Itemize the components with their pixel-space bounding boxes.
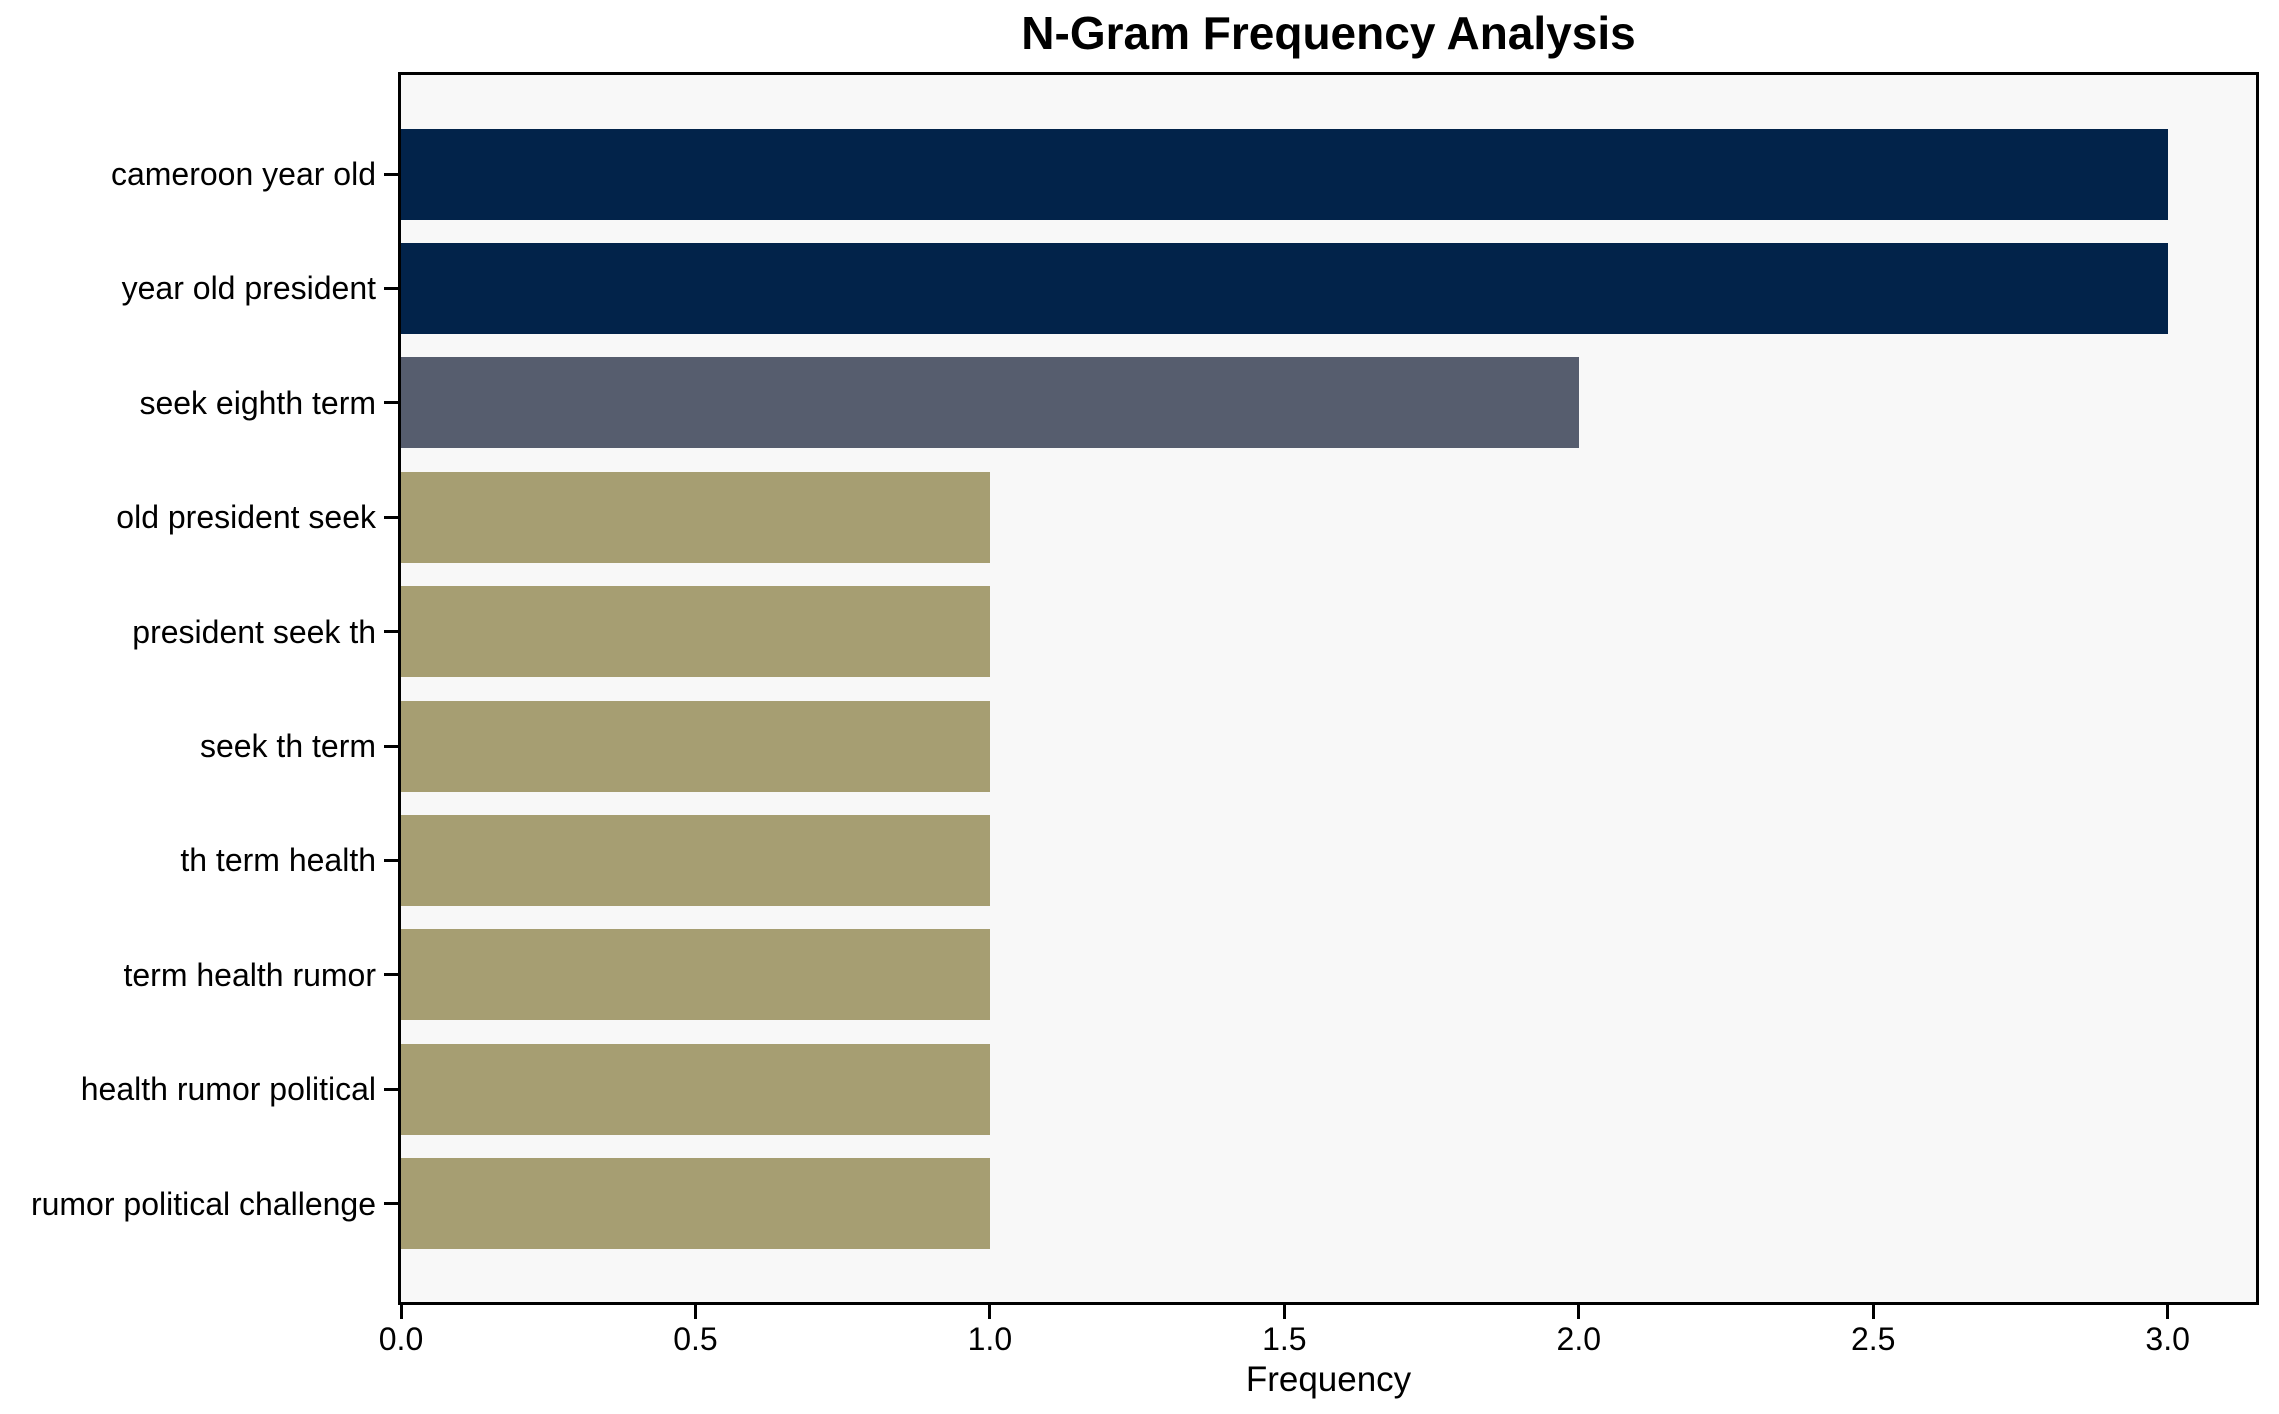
y-tick-mark [384, 630, 398, 634]
y-tick-label-cameroon-year-old: cameroon year old [110, 156, 376, 192]
bar-old-president-seek [401, 471, 990, 563]
x-tick-label-1.0: 1.0 [967, 1321, 1013, 1357]
y-tick-label-health-rumor-political: health rumor political [80, 1071, 376, 1108]
y-tick-label-year-old-president: year old president [121, 270, 376, 307]
bar-rumor-political-challenge [401, 1158, 990, 1250]
y-tick-mark [384, 401, 398, 405]
y-tick-mark [384, 858, 398, 862]
y-tick-mark [384, 1087, 398, 1091]
x-tick-label-3.0: 3.0 [2145, 1321, 2190, 1357]
x-tick-label-1.5: 1.5 [1262, 1321, 1307, 1357]
bar-year-old-president [401, 242, 2168, 334]
y-tick-mark [384, 515, 398, 519]
y-tick-label-old-president-seek: old president seek [116, 499, 376, 536]
y-tick-label-seek-eighth-term: seek eighth term [139, 384, 376, 421]
bar-health-rumor-political [401, 1043, 990, 1135]
x-tick-label-0.5: 0.5 [673, 1321, 718, 1357]
y-tick-mark [384, 286, 398, 290]
y-tick-mark [384, 172, 398, 176]
y-tick-label-seek-th-term: seek th term [199, 728, 376, 764]
bar-term-health-rumor [401, 929, 990, 1021]
bar-th-term-health [401, 814, 990, 906]
x-tick-mark [399, 1305, 403, 1319]
chart-title: N-Gram Frequency Analysis [1021, 7, 1636, 59]
y-tick-mark [384, 973, 398, 977]
plot-area [398, 72, 2259, 1305]
x-tick-mark [1282, 1305, 1286, 1319]
x-axis-label: Frequency [1245, 1360, 1412, 1399]
y-tick-label-rumor-political-challenge: rumor political challenge [30, 1185, 376, 1222]
y-tick-label-term-health-rumor: term health rumor [123, 956, 376, 993]
y-tick-mark [384, 1202, 398, 1206]
y-tick-label-th-term-health: th term health [180, 842, 376, 879]
bar-president-seek-th [401, 586, 990, 678]
x-tick-label-0.0: 0.0 [378, 1321, 424, 1357]
y-tick-mark [384, 744, 398, 748]
x-tick-mark [2166, 1305, 2170, 1319]
x-tick-mark [988, 1305, 992, 1319]
bar-seek-th-term [401, 700, 990, 792]
bar-seek-eighth-term [401, 357, 1579, 449]
y-tick-label-president-seek-th: president seek th [132, 613, 376, 650]
x-tick-label-2.5: 2.5 [1850, 1321, 1896, 1357]
x-tick-label-2.0: 2.0 [1556, 1321, 1601, 1357]
bar-cameroon-year-old [401, 128, 2168, 220]
x-tick-mark [1871, 1305, 1875, 1319]
x-tick-mark [693, 1305, 697, 1319]
x-tick-mark [1577, 1305, 1581, 1319]
